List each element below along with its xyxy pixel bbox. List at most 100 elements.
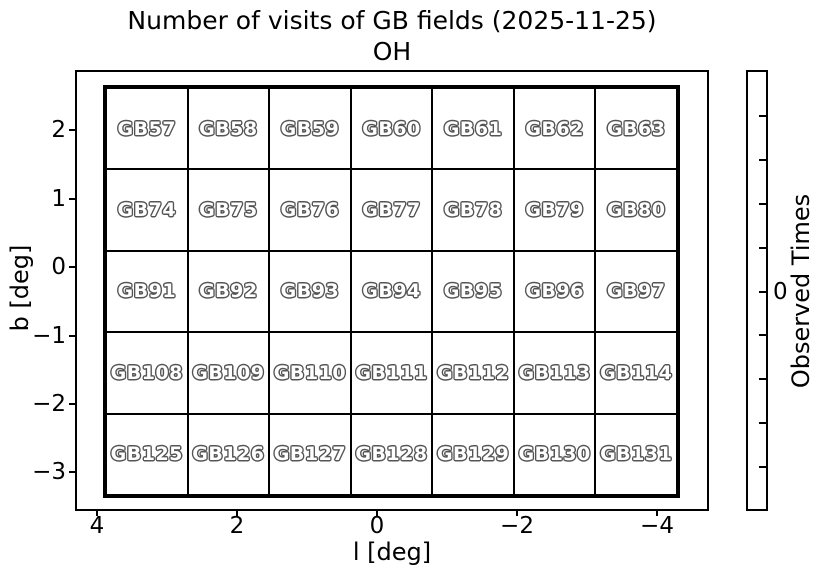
y-tick-label: 0 — [51, 254, 66, 280]
field-cell: GB108 — [106, 332, 188, 414]
field-cell: GB77 — [350, 169, 433, 251]
field-label: GB58 — [199, 117, 258, 140]
field-cell: GB114 — [595, 332, 677, 414]
field-cell: GB127 — [269, 413, 351, 495]
field-cell: GB80 — [595, 169, 677, 251]
y-tick-mark — [69, 197, 76, 200]
y-tick-label: 2 — [51, 117, 66, 143]
colorbar-tick-mark — [759, 247, 766, 249]
field-cell: GB91 — [106, 250, 188, 333]
field-label: GB63 — [606, 117, 666, 140]
x-tick-label: −2 — [500, 513, 534, 539]
field-cell: GB63 — [595, 88, 677, 170]
field-cell: GB92 — [187, 250, 270, 333]
y-tick-label: −3 — [32, 459, 66, 485]
chart-subtitle: OH — [372, 37, 412, 66]
y-tick-label: −1 — [32, 322, 66, 349]
colorbar-tick-mark — [759, 466, 766, 468]
field-label: GB109 — [192, 361, 265, 384]
y-tick-mark — [69, 129, 76, 131]
field-label: GB77 — [362, 199, 421, 222]
y-tick-label: 1 — [51, 185, 66, 212]
field-cell: GB94 — [350, 250, 433, 333]
field-cell: GB113 — [513, 332, 596, 414]
x-tick-label: −4 — [640, 513, 674, 539]
field-cell: GB110 — [269, 332, 351, 414]
colorbar-tick-mark — [759, 203, 766, 205]
field-label: GB75 — [199, 199, 258, 222]
field-label: GB59 — [280, 117, 340, 140]
colorbar-tick-mark — [759, 422, 766, 424]
field-grid: GB57 GB58 GB59 GB60 GB61 GB62 GB63 GB74 GB75 GB76… — [103, 85, 680, 498]
field-label: GB128 — [355, 443, 428, 466]
field-cell: GB74 — [106, 169, 188, 251]
field-cell: GB61 — [432, 88, 514, 170]
field-label: GB57 — [117, 117, 177, 140]
field-label: GB95 — [443, 280, 503, 303]
x-tick-mark — [236, 509, 238, 516]
field-label: GB97 — [606, 280, 666, 303]
field-cell: GB129 — [432, 413, 514, 495]
field-cell: GB125 — [106, 413, 188, 495]
field-cell: GB93 — [269, 250, 351, 333]
x-tick-label: 2 — [229, 513, 245, 539]
y-tick-mark — [69, 471, 76, 473]
field-label: GB76 — [280, 199, 340, 222]
field-label: GB131 — [600, 443, 673, 466]
field-label: GB125 — [110, 443, 183, 466]
field-label: GB127 — [273, 443, 347, 466]
field-cell: GB58 — [187, 88, 270, 170]
field-label: GB110 — [273, 361, 347, 384]
field-label: GB113 — [518, 361, 591, 384]
colorbar-tick-mark — [759, 290, 766, 293]
chart-title: Number of visits of GB fields (2025-11-2… — [127, 6, 657, 35]
field-cell: GB78 — [432, 169, 514, 251]
x-tick-mark — [516, 509, 518, 516]
field-label: GB126 — [192, 443, 265, 466]
field-label: GB78 — [443, 199, 503, 222]
field-label: GB94 — [362, 280, 421, 303]
field-cell: GB128 — [350, 413, 433, 495]
field-cell: GB97 — [595, 250, 677, 333]
colorbar-tick-mark — [759, 378, 766, 380]
colorbar-tick-mark — [759, 334, 766, 336]
field-label: GB108 — [110, 361, 183, 384]
field-cell: GB75 — [187, 169, 270, 251]
field-cell: GB60 — [350, 88, 433, 170]
field-cell: GB62 — [513, 88, 596, 170]
field-cell: GB131 — [595, 413, 677, 495]
field-cell: GB79 — [513, 169, 596, 251]
x-axis-label: l [deg] — [352, 538, 432, 566]
field-cell: GB95 — [432, 250, 514, 333]
field-label: GB60 — [362, 117, 421, 140]
field-cell: GB59 — [269, 88, 351, 170]
field-cell: GB76 — [269, 169, 351, 251]
field-label: GB79 — [525, 199, 584, 222]
field-label: GB93 — [280, 280, 340, 303]
field-cell: GB96 — [513, 250, 596, 333]
field-label: GB80 — [606, 199, 666, 222]
field-label: GB129 — [436, 443, 510, 466]
x-tick-mark — [96, 509, 98, 516]
y-tick-mark — [69, 402, 76, 405]
field-label: GB61 — [443, 117, 503, 140]
field-label: GB92 — [199, 280, 258, 303]
y-tick-mark — [69, 334, 76, 337]
x-tick-mark — [376, 509, 378, 516]
field-label: GB112 — [436, 361, 510, 384]
field-label: GB96 — [525, 280, 584, 303]
colorbar-tick-label: 0 — [773, 279, 788, 305]
chart-title-block: Number of visits of GB fields (2025-11-2… — [75, 5, 709, 67]
colorbar-label: Observed Times — [787, 193, 815, 389]
colorbar-tick-mark — [759, 159, 766, 161]
colorbar — [746, 70, 768, 511]
x-tick-label: 4 — [89, 513, 105, 539]
field-label: GB130 — [518, 443, 591, 466]
x-tick-label: 0 — [369, 513, 385, 539]
x-tick-mark — [656, 509, 658, 516]
field-cell: GB112 — [432, 332, 514, 414]
y-tick-label: −2 — [32, 390, 66, 417]
field-cell: GB130 — [513, 413, 596, 495]
y-tick-mark — [69, 266, 76, 268]
